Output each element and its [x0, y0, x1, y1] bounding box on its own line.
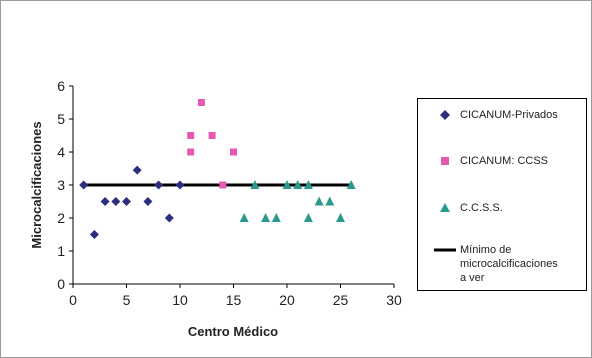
x-axis-title: Centro Médico: [188, 324, 278, 339]
data-point-square: [208, 132, 216, 139]
legend-label-line-3: a ver: [460, 272, 485, 284]
legend-diamond-marker: [440, 110, 450, 120]
data-point-triangle: [239, 213, 249, 222]
y-tick-label: 2: [57, 210, 65, 226]
x-tick-label: 25: [333, 292, 349, 308]
y-axis-title: Microcalcificaciones: [29, 121, 44, 248]
x-tick-label: 0: [69, 292, 77, 308]
data-point-diamond: [122, 197, 131, 206]
data-point-triangle: [336, 213, 345, 222]
data-point-square: [230, 148, 237, 156]
data-point-diamond: [175, 180, 185, 190]
data-point-triangle: [282, 180, 292, 189]
data-point-triangle: [314, 196, 324, 206]
series-layer: [79, 99, 356, 239]
data-point-diamond: [143, 197, 153, 206]
data-point-diamond: [89, 230, 99, 239]
legend-label-line-1: Mínimo de: [460, 244, 512, 256]
legend-square-marker: [441, 157, 449, 165]
legend-entry-cicanum-ccss: CICANUM: CCSS: [418, 151, 586, 171]
legend: CICANUM-Privados CICANUM: CCSS C.C.S.S. …: [417, 98, 587, 291]
data-point-square: [187, 132, 195, 139]
data-point-triangle: [303, 213, 313, 222]
legend-line-marker: [434, 248, 456, 252]
y-tick-label: 4: [57, 144, 65, 160]
y-tick-label: 6: [57, 78, 65, 94]
y-tick-label: 3: [57, 177, 65, 193]
legend-label: C.C.S.S.: [460, 202, 503, 214]
data-point-diamond: [111, 197, 121, 206]
data-point-triangle: [325, 196, 335, 206]
data-point-triangle: [303, 180, 313, 189]
x-tick-label: 15: [226, 292, 242, 308]
data-point-diamond: [164, 213, 174, 223]
data-point-square: [187, 148, 195, 156]
x-tick-label: 30: [386, 292, 402, 308]
legend-label: CICANUM-Privados: [460, 109, 558, 121]
legend-label: CICANUM: CCSS: [460, 155, 549, 167]
y-tick-label: 0: [57, 276, 65, 292]
legend-entry-cicanum-privados: CICANUM-Privados: [418, 105, 586, 125]
y-tick-label: 1: [57, 243, 65, 259]
legend-label-line-2: microcalcificaciones: [460, 258, 558, 270]
data-point-diamond: [100, 197, 110, 206]
legend-entry-ccss: C.C.S.S.: [418, 198, 586, 218]
data-point-triangle: [271, 213, 281, 222]
data-point-triangle: [293, 180, 303, 189]
x-tick-label: 5: [123, 292, 131, 308]
data-point-diamond: [154, 180, 164, 190]
y-ticks: 0 1 2 3 4 5 6: [57, 78, 73, 292]
data-point-diamond: [79, 180, 89, 190]
data-point-triangle: [346, 180, 356, 189]
data-point-square: [197, 99, 205, 106]
data-point-triangle: [261, 213, 271, 222]
x-tick-label: 20: [279, 292, 295, 308]
data-point-diamond: [132, 165, 142, 175]
data-point-square: [219, 181, 227, 189]
y-tick-label: 5: [57, 111, 65, 127]
legend-triangle-marker: [440, 203, 450, 212]
x-ticks: 0 5 10 15 20 25 30: [69, 284, 402, 308]
legend-entry-minimo: Mínimo de microcalcificaciones a ver: [418, 239, 586, 289]
data-point-triangle: [250, 180, 260, 189]
x-tick-label: 10: [172, 292, 188, 308]
